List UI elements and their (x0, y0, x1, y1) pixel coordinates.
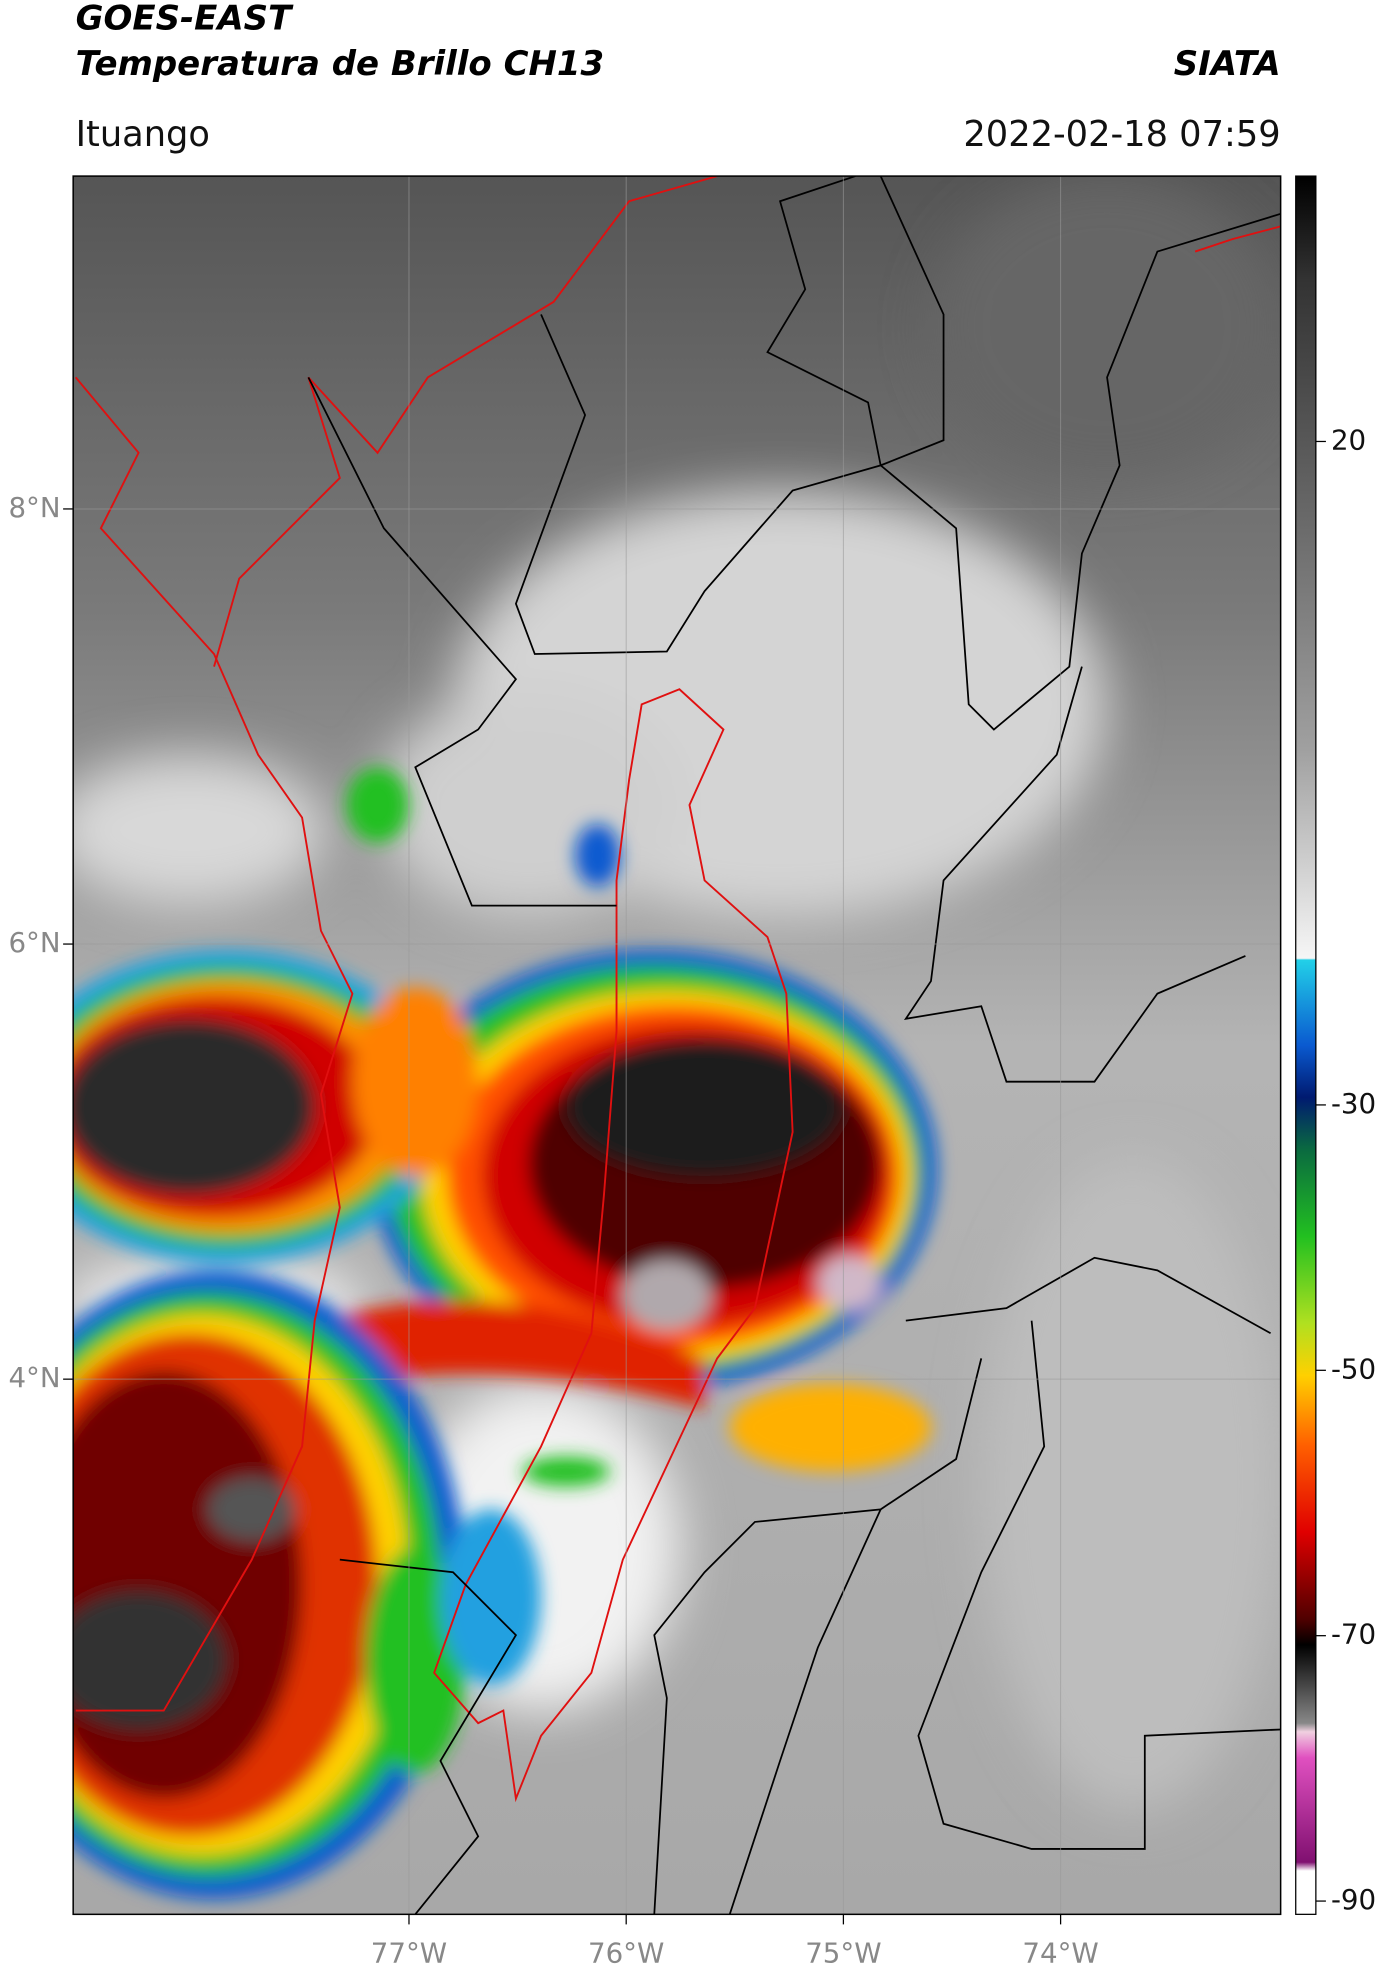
grid: 77°W 76°W 75°W 74°W 8°N 6°N 4°N (8, 176, 1281, 1970)
colorbar-ticks: 20 -30 -50 -70 -90 (1315, 423, 1376, 1916)
subtitle: Temperatura de Brillo CH13 (76, 44, 604, 84)
colorbar-tick-label: -70 (1331, 1618, 1376, 1651)
satellite-image (73, 176, 1281, 1915)
colorbar-tick-label: -30 (1331, 1087, 1376, 1120)
title: GOES-EAST (76, 0, 294, 39)
y-tick-label: 6°N (8, 926, 60, 959)
black-borders (307, 176, 1281, 1915)
x-tick-label: 76°W (588, 1937, 664, 1970)
location: Ituango (76, 114, 210, 155)
red-borders (74, 176, 1281, 1803)
datetime: 2022-02-18 07:59 (963, 114, 1280, 155)
colorbar-tick-label: 20 (1331, 423, 1366, 456)
x-tick-label: 77°W (371, 1937, 447, 1970)
x-tick-label: 75°W (805, 1937, 881, 1970)
colorbar (1295, 175, 1317, 1915)
source: SIATA (1174, 44, 1281, 84)
y-tick-label: 4°N (8, 1361, 60, 1394)
map-frame (72, 175, 1282, 1916)
colorbar-tick-label: -50 (1331, 1352, 1376, 1385)
y-tick-label: 8°N (8, 491, 60, 524)
x-tick-label: 74°W (1022, 1937, 1098, 1970)
colorbar-tick-label: -90 (1331, 1883, 1376, 1916)
